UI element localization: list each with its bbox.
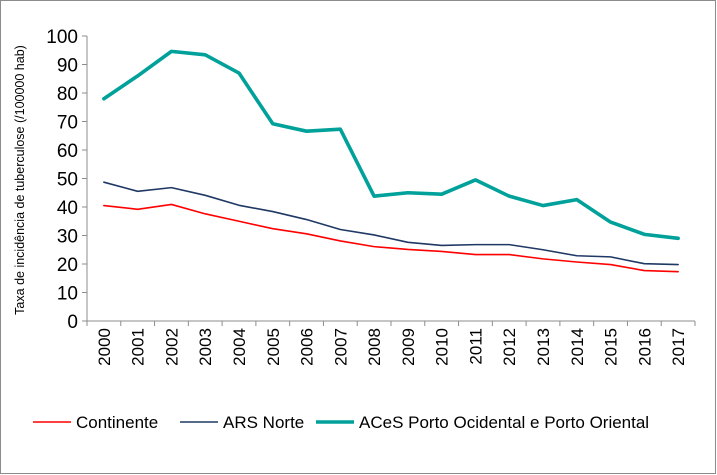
y-tick-label: 70	[57, 113, 78, 134]
y-tick-labels: 0 10 20 30 40 50 60 70 80 90 100	[46, 27, 78, 333]
series-line-3	[102, 49, 680, 241]
y-axis-title-group: Taxa de incidência de tuberculose (/1000…	[13, 45, 27, 315]
x-tick-label: 2012	[500, 328, 519, 366]
x-tick-label: 2013	[534, 328, 553, 366]
x-tick-label: 2005	[264, 328, 283, 366]
x-tick-label: 2008	[365, 328, 384, 366]
axes	[82, 35, 696, 326]
y-tick-label: 20	[57, 255, 78, 276]
y-tick-label: 0	[67, 312, 78, 333]
x-tick-label: 2017	[669, 328, 688, 366]
legend-label-1: Continente	[76, 413, 158, 432]
y-tick-label: 30	[57, 227, 78, 248]
x-tick-label: 2016	[635, 328, 654, 366]
x-tick-label: 2007	[331, 328, 350, 366]
x-tick-label: 2011	[466, 328, 485, 365]
y-tick-label: 10	[57, 284, 78, 305]
x-tick-label: 2006	[298, 328, 317, 366]
x-tick-label: 2000	[95, 328, 114, 366]
x-tick-label: 2009	[399, 328, 418, 366]
legend-label-2: ARS Norte	[223, 413, 304, 432]
x-tick-label: 2010	[433, 328, 452, 366]
y-axis-title: Taxa de incidência de tuberculose (/1000…	[13, 45, 27, 315]
y-tick-label: 40	[57, 198, 78, 219]
x-tick-label: 2002	[162, 328, 181, 366]
x-tick-label: 2003	[196, 328, 215, 366]
y-tick-label: 60	[57, 141, 78, 162]
y-tick-label: 80	[57, 84, 78, 105]
x-tick-label: 2004	[230, 328, 249, 366]
y-tick-label: 100	[46, 27, 78, 48]
legend-label-3: ACeS Porto Ocidental e Porto Oriental	[359, 413, 649, 432]
series-line-1	[103, 203, 679, 273]
series-lines	[102, 49, 680, 273]
x-tick-label: 2001	[129, 328, 148, 366]
y-tick-label: 90	[57, 56, 78, 77]
x-tick-label: 2014	[568, 328, 587, 366]
x-tick-label: 2015	[602, 328, 621, 366]
y-tick-label: 50	[57, 170, 78, 191]
legend: Continente ARS Norte ACeS Porto Ocidental …	[33, 413, 649, 432]
series-line-2	[103, 181, 679, 266]
x-tick-labels: 2000 2001 2002 2003 2004 2005 2006 2007 2008 2009…	[95, 328, 688, 366]
